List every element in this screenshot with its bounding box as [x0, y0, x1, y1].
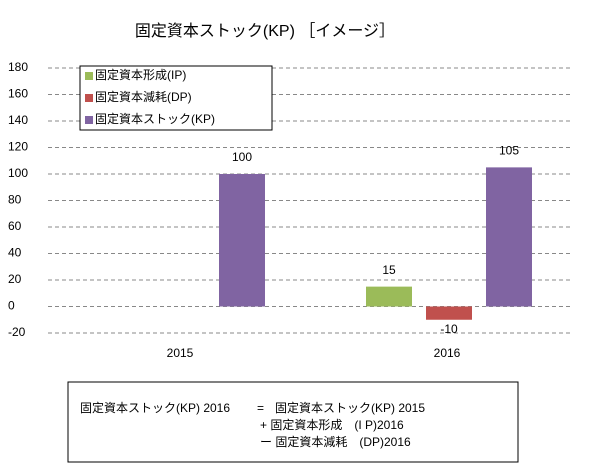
legend-swatch — [85, 94, 93, 102]
y-tick-label: 160 — [8, 87, 28, 101]
y-tick-label: 180 — [8, 60, 28, 74]
bar — [219, 174, 265, 307]
legend-box — [79, 65, 273, 131]
legend-swatch — [85, 72, 93, 80]
bar — [486, 167, 532, 307]
value-label: 15 — [382, 263, 396, 277]
y-tick-label: 60 — [8, 219, 22, 233]
y-tick-label: -20 — [8, 325, 26, 339]
y-tick-label: 120 — [8, 140, 28, 154]
formula-eq: = — [257, 401, 264, 415]
value-label: 105 — [499, 144, 519, 158]
formula-box — [67, 381, 519, 463]
y-tick-label: 20 — [8, 272, 22, 286]
y-tick-label: 0 — [8, 299, 15, 313]
formula-term: + 固定資本形成 (I P)2016 — [260, 417, 404, 432]
legend-label: 固定資本形成(IP) — [95, 67, 186, 82]
value-label: -10 — [440, 322, 458, 336]
bar — [426, 306, 472, 320]
y-tick-label: 40 — [8, 246, 22, 260]
bar — [366, 286, 412, 307]
legend-label: 固定資本ストック(KP) — [95, 111, 215, 126]
legend-swatch — [85, 116, 93, 124]
x-tick-label: 2016 — [434, 346, 461, 360]
formula-lhs: 固定資本ストック(KP) 2016 — [80, 400, 230, 415]
value-label: 100 — [232, 150, 252, 164]
formula-term: ー 固定資本減耗 (DP)2016 — [260, 434, 411, 449]
chart-title: 固定資本ストック(KP) ［イメージ］ — [135, 22, 395, 40]
y-tick-label: 140 — [8, 113, 28, 127]
x-tick-label: 2015 — [167, 346, 194, 360]
y-tick-label: 80 — [8, 193, 22, 207]
y-tick-label: 100 — [8, 166, 28, 180]
legend-label: 固定資本減耗(DP) — [95, 89, 192, 104]
formula-term: 固定資本ストック(KP) 2015 — [275, 400, 425, 415]
